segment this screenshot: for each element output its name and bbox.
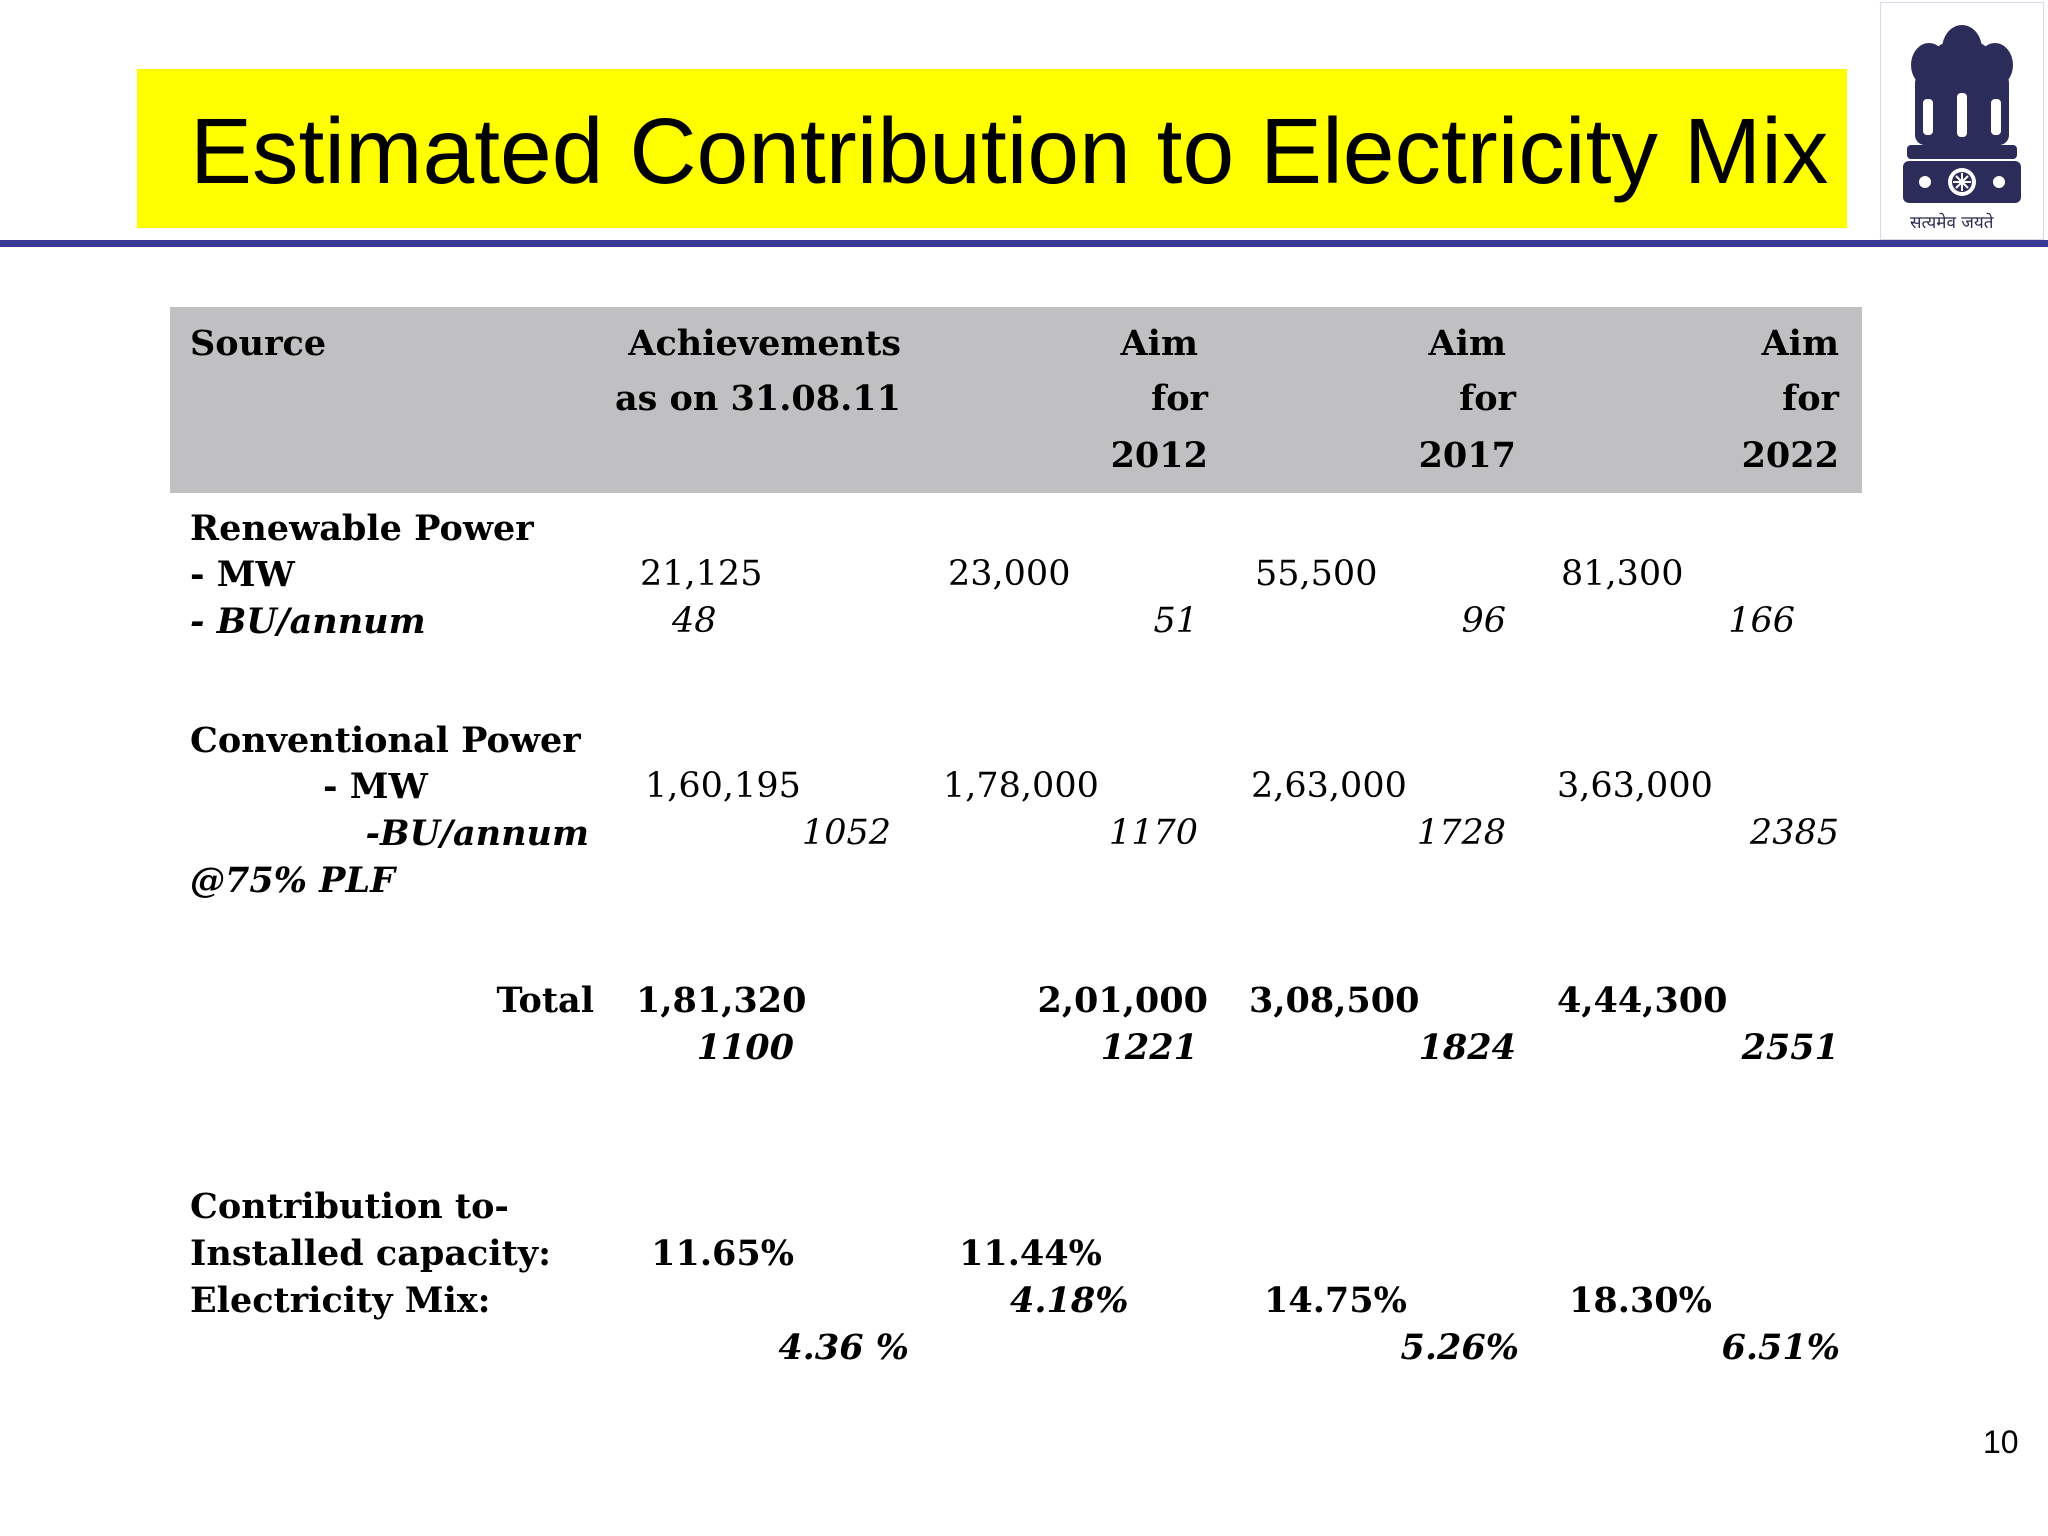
installed-capacity-value: 14.75% xyxy=(1264,1280,1407,1321)
total-bu-value: 2551 xyxy=(1741,1027,1839,1068)
header-achievements-date: as on 31.08.11 xyxy=(614,378,901,419)
renewable-mw-value: 81,300 xyxy=(1561,554,1684,594)
conventional-mw-value: 1,78,000 xyxy=(943,766,1099,806)
electricity-mix-value: 4.18% xyxy=(1010,1280,1129,1321)
header-for-2017: for xyxy=(1459,378,1516,419)
table-header-band xyxy=(170,307,1862,493)
installed-capacity-value: 11.65% xyxy=(651,1233,794,1274)
page-number: 10 xyxy=(1983,1424,2019,1460)
electricity-mix-value: 4.36 % xyxy=(778,1327,909,1368)
conventional-bu-value: 1170 xyxy=(1108,813,1198,853)
conventional-bu-value: 1728 xyxy=(1416,813,1506,853)
renewable-bu-value: 96 xyxy=(1461,601,1506,641)
renewable-mw-value: 55,500 xyxy=(1255,554,1378,594)
total-bu-value: 1824 xyxy=(1418,1027,1516,1068)
header-aim-2012: Aim xyxy=(1120,323,1199,364)
renewable-mw-value: 23,000 xyxy=(948,554,1071,594)
electricity-mix-value: 5.26% xyxy=(1400,1327,1519,1368)
renewable-mw-label: - MW xyxy=(190,554,295,595)
slide-title: Estimated Contribution to Electricity Mi… xyxy=(190,99,1829,203)
renewable-bu-value: 166 xyxy=(1728,601,1795,641)
emblem-motto: सत्यमेव जयते xyxy=(1910,213,1994,233)
contribution-label: Contribution to- xyxy=(190,1186,509,1227)
conventional-bu-label: -BU/annum xyxy=(365,813,589,854)
conventional-bu-value: 1052 xyxy=(801,813,891,853)
header-year-2022: 2022 xyxy=(1741,435,1839,476)
installed-capacity-value: 11.44% xyxy=(959,1233,1102,1274)
total-mw-value: 4,44,300 xyxy=(1557,980,1728,1021)
header-year-2017: 2017 xyxy=(1418,435,1516,476)
header-for-2012: for xyxy=(1151,378,1208,419)
conventional-bu-value: 2385 xyxy=(1749,813,1839,853)
header-aim-2022: Aim xyxy=(1761,323,1840,364)
total-mw-value: 2,01,000 xyxy=(1037,980,1209,1021)
renewable-label: Renewable Power xyxy=(190,508,534,549)
lion-capital-icon xyxy=(1903,25,2021,203)
header-source: Source xyxy=(190,323,327,364)
title-divider xyxy=(0,240,2048,247)
total-mw-value: 3,08,500 xyxy=(1249,980,1420,1021)
total-label: Total xyxy=(496,980,594,1021)
conventional-mw-value: 3,63,000 xyxy=(1557,766,1713,806)
conventional-mw-label: - MW xyxy=(323,766,428,807)
title-bar xyxy=(137,69,1847,228)
electricity-mix-label: Electricity Mix: xyxy=(190,1280,491,1321)
conventional-mw-value: 2,63,000 xyxy=(1251,766,1407,806)
header-year-2012: 2012 xyxy=(1110,435,1208,476)
renewable-bu-label: - BU/annum xyxy=(190,601,426,642)
renewable-bu-value: 48 xyxy=(672,601,717,641)
conventional-label: Conventional Power xyxy=(190,720,581,761)
installed-capacity-value: 18.30% xyxy=(1569,1280,1712,1321)
header-achievements: Achievements xyxy=(628,323,901,364)
installed-capacity-label: Installed capacity: xyxy=(190,1233,552,1274)
national-emblem xyxy=(1880,2,2044,240)
electricity-mix-value: 6.51% xyxy=(1721,1327,1840,1368)
header-for-2022: for xyxy=(1782,378,1839,419)
total-bu-value: 1221 xyxy=(1100,1027,1198,1068)
total-mw-value: 1,81,320 xyxy=(636,980,807,1021)
conventional-plf-label: @75% PLF xyxy=(190,860,395,901)
conventional-mw-value: 1,60,195 xyxy=(645,766,801,806)
renewable-bu-value: 51 xyxy=(1153,601,1198,641)
header-aim-2017: Aim xyxy=(1428,323,1507,364)
renewable-mw-value: 21,125 xyxy=(640,554,763,594)
total-bu-value: 1100 xyxy=(696,1027,794,1068)
